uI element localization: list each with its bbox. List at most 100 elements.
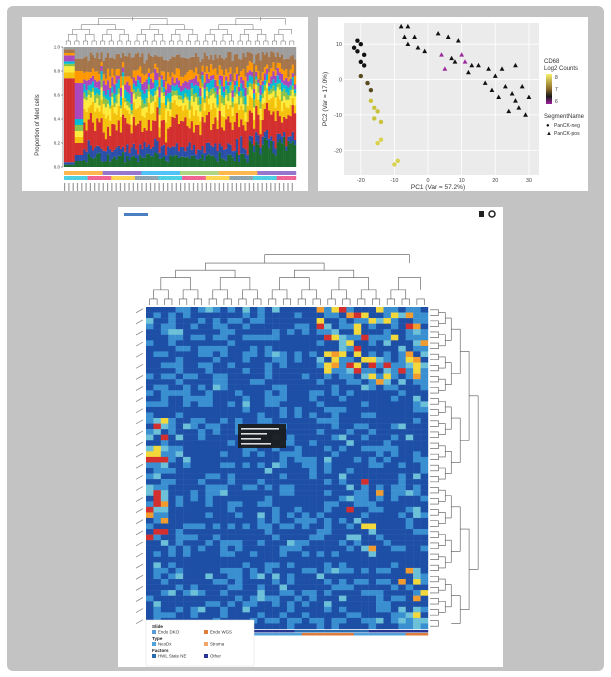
heatmap-cell[interactable] xyxy=(361,418,369,424)
heatmap-cell[interactable] xyxy=(294,529,303,535)
heatmap-cell[interactable] xyxy=(301,573,310,580)
heatmap-cell[interactable] xyxy=(287,368,295,374)
heatmap-cell[interactable] xyxy=(376,556,384,563)
heatmap-cell[interactable] xyxy=(376,445,384,452)
heatmap-cell[interactable] xyxy=(257,590,265,596)
heatmap-cell[interactable] xyxy=(361,456,369,463)
heatmap-cell[interactable] xyxy=(368,395,377,402)
heatmap-cell[interactable] xyxy=(190,345,199,352)
heatmap-cell[interactable] xyxy=(257,356,265,363)
heatmap-cell[interactable] xyxy=(338,479,347,485)
heatmap-cell[interactable] xyxy=(420,329,429,335)
heatmap-cell[interactable] xyxy=(212,390,221,397)
heatmap-cell[interactable] xyxy=(324,545,332,552)
heatmap-cell[interactable] xyxy=(383,567,392,574)
heatmap-cell[interactable] xyxy=(146,529,154,535)
heatmap-cell[interactable] xyxy=(346,429,354,435)
heatmap-cell[interactable] xyxy=(353,445,362,452)
heatmap-cell[interactable] xyxy=(346,368,354,374)
heatmap-cell[interactable] xyxy=(235,490,243,496)
heatmap-cell[interactable] xyxy=(338,545,347,552)
heatmap-cell[interactable] xyxy=(405,406,414,413)
heatmap-cell[interactable] xyxy=(235,556,243,563)
heatmap-cell[interactable] xyxy=(413,406,421,413)
heatmap-cell[interactable] xyxy=(338,523,347,530)
heatmap-cell[interactable] xyxy=(309,579,317,585)
heatmap-cell[interactable] xyxy=(220,368,228,374)
heatmap-cell[interactable] xyxy=(212,534,221,541)
heatmap-cell[interactable] xyxy=(316,384,325,391)
heatmap-cell[interactable] xyxy=(316,584,325,591)
heatmap-cell[interactable] xyxy=(287,562,295,569)
heatmap-cell[interactable] xyxy=(338,334,347,341)
heatmap-cell[interactable] xyxy=(249,468,258,474)
heatmap-cell[interactable] xyxy=(197,479,206,485)
heatmap-cell[interactable] xyxy=(368,540,377,546)
heatmap-cell[interactable] xyxy=(279,318,288,324)
heatmap-cell[interactable] xyxy=(316,323,325,330)
heatmap-cell[interactable] xyxy=(272,473,280,480)
heatmap-cell[interactable] xyxy=(331,540,340,546)
heatmap-cell[interactable] xyxy=(338,567,347,574)
heatmap-cell[interactable] xyxy=(390,368,399,374)
heatmap-cell[interactable] xyxy=(242,579,251,585)
heatmap-cell[interactable] xyxy=(353,573,362,580)
heatmap-cell[interactable] xyxy=(242,490,251,496)
heatmap-cell[interactable] xyxy=(301,351,310,358)
heatmap-cell[interactable] xyxy=(264,579,273,585)
heatmap-cell[interactable] xyxy=(249,534,258,541)
heatmap-cell[interactable] xyxy=(175,434,184,441)
heatmap-cell[interactable] xyxy=(212,412,221,419)
heatmap-cell[interactable] xyxy=(279,401,288,408)
heatmap-cell[interactable] xyxy=(168,356,176,363)
heatmap-cell[interactable] xyxy=(168,323,176,330)
heatmap-cell[interactable] xyxy=(361,340,369,347)
heatmap-cell[interactable] xyxy=(309,401,317,408)
heatmap-cell[interactable] xyxy=(309,318,317,324)
heatmap-cell[interactable] xyxy=(301,307,310,313)
heatmap-cell[interactable] xyxy=(309,340,317,347)
heatmap-cell[interactable] xyxy=(368,307,377,313)
heatmap-cell[interactable] xyxy=(227,307,236,313)
heatmap-cell[interactable] xyxy=(361,401,369,408)
heatmap-cell[interactable] xyxy=(420,584,429,591)
heatmap-cell[interactable] xyxy=(390,401,399,408)
heatmap-cell[interactable] xyxy=(220,512,228,519)
heatmap-cell[interactable] xyxy=(376,384,384,391)
heatmap-cell[interactable] xyxy=(264,362,273,369)
heatmap-cell[interactable] xyxy=(301,456,310,463)
heatmap-cell[interactable] xyxy=(301,440,310,446)
heatmap-cell[interactable] xyxy=(190,462,199,469)
heatmap-cell[interactable] xyxy=(249,356,258,363)
heatmap-cell[interactable] xyxy=(190,484,199,491)
heatmap-cell[interactable] xyxy=(168,495,176,502)
heatmap-cell[interactable] xyxy=(257,379,265,385)
heatmap-cell[interactable] xyxy=(235,401,243,408)
heatmap-cell[interactable] xyxy=(420,484,429,491)
heatmap-cell[interactable] xyxy=(368,451,377,458)
heatmap-cell[interactable] xyxy=(361,462,369,469)
heatmap-cell[interactable] xyxy=(264,484,273,491)
heatmap-cell[interactable] xyxy=(398,556,406,563)
heatmap-cell[interactable] xyxy=(353,351,362,358)
heatmap-cell[interactable] xyxy=(331,418,340,424)
heatmap-cell[interactable] xyxy=(376,584,384,591)
heatmap-cell[interactable] xyxy=(390,451,399,458)
heatmap-cell[interactable] xyxy=(205,468,213,474)
heatmap-cell[interactable] xyxy=(331,545,340,552)
heatmap-cell[interactable] xyxy=(287,390,295,397)
heatmap-cell[interactable] xyxy=(420,601,429,607)
heatmap-cell[interactable] xyxy=(324,540,332,546)
heatmap-cell[interactable] xyxy=(153,395,162,402)
heatmap-cell[interactable] xyxy=(398,384,406,391)
heatmap-cell[interactable] xyxy=(398,595,406,602)
heatmap-cell[interactable] xyxy=(316,517,325,524)
heatmap-cell[interactable] xyxy=(316,490,325,496)
heatmap-cell[interactable] xyxy=(376,473,384,480)
heatmap-cell[interactable] xyxy=(175,534,184,541)
heatmap-cell[interactable] xyxy=(153,579,162,585)
heatmap-cell[interactable] xyxy=(316,390,325,397)
heatmap-cell[interactable] xyxy=(420,434,429,441)
heatmap-cell[interactable] xyxy=(272,340,280,347)
heatmap-cell[interactable] xyxy=(324,490,332,496)
